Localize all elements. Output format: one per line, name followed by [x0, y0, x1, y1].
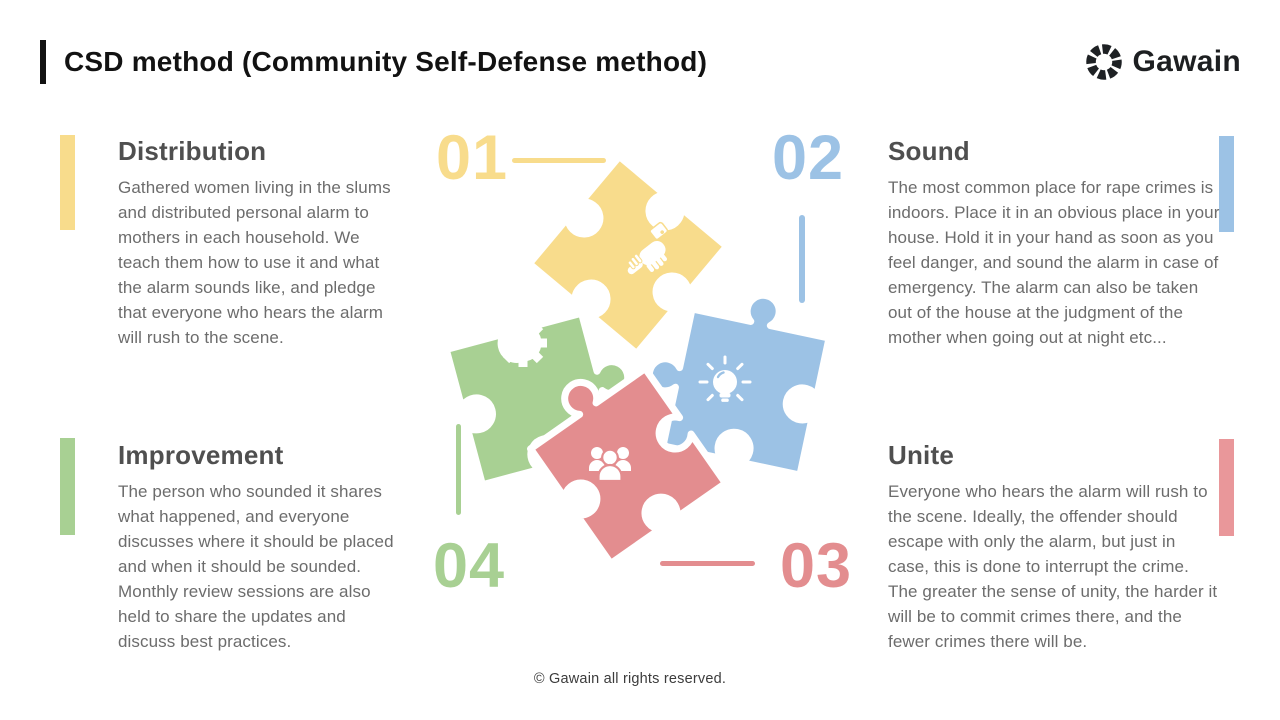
- distribution-body: Gathered women living in the slums and d…: [118, 178, 391, 347]
- step-number-03: 03: [780, 531, 853, 601]
- puzzle-graphic: [430, 120, 870, 580]
- copyright-text: © Gawain all rights reserved.: [533, 671, 727, 687]
- people-icon: [589, 447, 631, 483]
- connector-line-03: [660, 561, 755, 566]
- sound-body: The most common place for rape crimes is…: [888, 178, 1220, 347]
- page-title: CSD method (Community Self-Defense metho…: [64, 46, 708, 77]
- segmented-ring-icon: [1084, 42, 1124, 82]
- improvement-body: The person who sounded it shares what ha…: [118, 482, 394, 651]
- lightbulb-icon: [698, 355, 752, 402]
- step-number-01: 01: [436, 123, 509, 193]
- distribution-accent-bar: [60, 135, 75, 230]
- improvement-accent-bar: [60, 438, 75, 535]
- handshake-icon: [627, 221, 669, 275]
- unite-body: Everyone who hears the alarm will rush t…: [888, 482, 1218, 651]
- sound-accent-bar: [1219, 136, 1234, 232]
- unite-accent-bar: [1219, 439, 1234, 536]
- improvement-title: Improvement: [118, 440, 284, 470]
- connector-line-02: [799, 215, 805, 303]
- gear-icon: [499, 319, 547, 367]
- puzzle-piece-yellow: [525, 152, 731, 358]
- distribution-title: Distribution: [118, 136, 267, 166]
- sound-title: Sound: [888, 136, 970, 166]
- brand-logo: Gawain: [1084, 42, 1242, 82]
- connector-line-01: [512, 158, 606, 163]
- step-number-02: 02: [772, 123, 845, 193]
- connector-line-04: [456, 424, 461, 515]
- brand-name: Gawain: [1132, 45, 1241, 78]
- title-accent-bar: [40, 40, 46, 84]
- unite-title: Unite: [888, 440, 954, 470]
- step-number-04: 04: [433, 531, 506, 601]
